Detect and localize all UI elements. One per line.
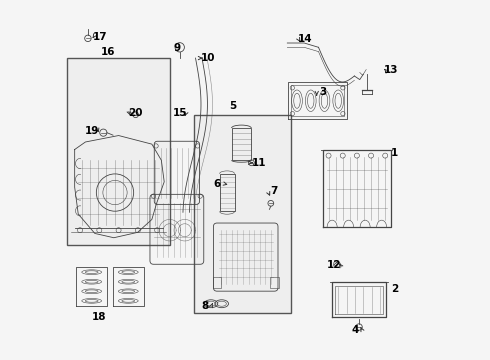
Text: 14: 14 [298, 35, 313, 44]
Text: 4: 4 [352, 325, 359, 335]
Text: 9: 9 [173, 43, 180, 53]
Text: 13: 13 [384, 64, 398, 75]
Text: 10: 10 [201, 53, 216, 63]
Text: 1: 1 [392, 148, 398, 158]
Text: 16: 16 [101, 46, 115, 57]
Text: 6: 6 [214, 179, 220, 189]
Text: 7: 7 [270, 186, 278, 197]
Bar [220, 174, 235, 211]
Text: 8: 8 [201, 301, 208, 311]
Text: 5: 5 [229, 102, 237, 112]
Bar [232, 128, 251, 160]
Text: 19: 19 [84, 126, 98, 135]
Bar [68, 58, 170, 244]
Text: 2: 2 [392, 284, 398, 294]
Bar [194, 116, 291, 313]
Bar [213, 277, 221, 288]
Text: 11: 11 [251, 158, 266, 168]
Text: 18: 18 [92, 312, 106, 322]
Bar [270, 277, 279, 288]
Text: 12: 12 [327, 260, 341, 270]
Text: 20: 20 [128, 108, 143, 118]
Text: 15: 15 [172, 108, 187, 118]
Text: 17: 17 [93, 32, 107, 42]
Text: 3: 3 [319, 87, 327, 97]
